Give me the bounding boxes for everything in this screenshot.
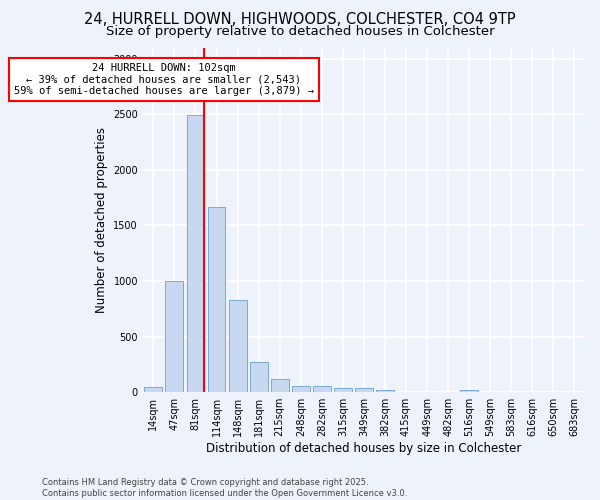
Bar: [355, 388, 373, 392]
Bar: [334, 388, 352, 392]
Bar: [292, 386, 310, 392]
X-axis label: Distribution of detached houses by size in Colchester: Distribution of detached houses by size …: [206, 442, 521, 455]
Text: 24, HURRELL DOWN, HIGHWOODS, COLCHESTER, CO4 9TP: 24, HURRELL DOWN, HIGHWOODS, COLCHESTER,…: [84, 12, 516, 28]
Text: Size of property relative to detached houses in Colchester: Size of property relative to detached ho…: [106, 25, 494, 38]
Bar: [313, 386, 331, 392]
Bar: [145, 386, 163, 392]
Bar: [376, 390, 394, 392]
Text: Contains HM Land Registry data © Crown copyright and database right 2025.
Contai: Contains HM Land Registry data © Crown c…: [42, 478, 407, 498]
Bar: [208, 206, 226, 392]
Bar: [250, 362, 268, 392]
Bar: [187, 116, 205, 392]
Bar: [166, 281, 184, 392]
Y-axis label: Number of detached properties: Number of detached properties: [95, 127, 107, 313]
Bar: [271, 379, 289, 392]
Bar: [460, 390, 478, 392]
Bar: [229, 300, 247, 392]
Text: 24 HURRELL DOWN: 102sqm
← 39% of detached houses are smaller (2,543)
59% of semi: 24 HURRELL DOWN: 102sqm ← 39% of detache…: [14, 63, 314, 96]
